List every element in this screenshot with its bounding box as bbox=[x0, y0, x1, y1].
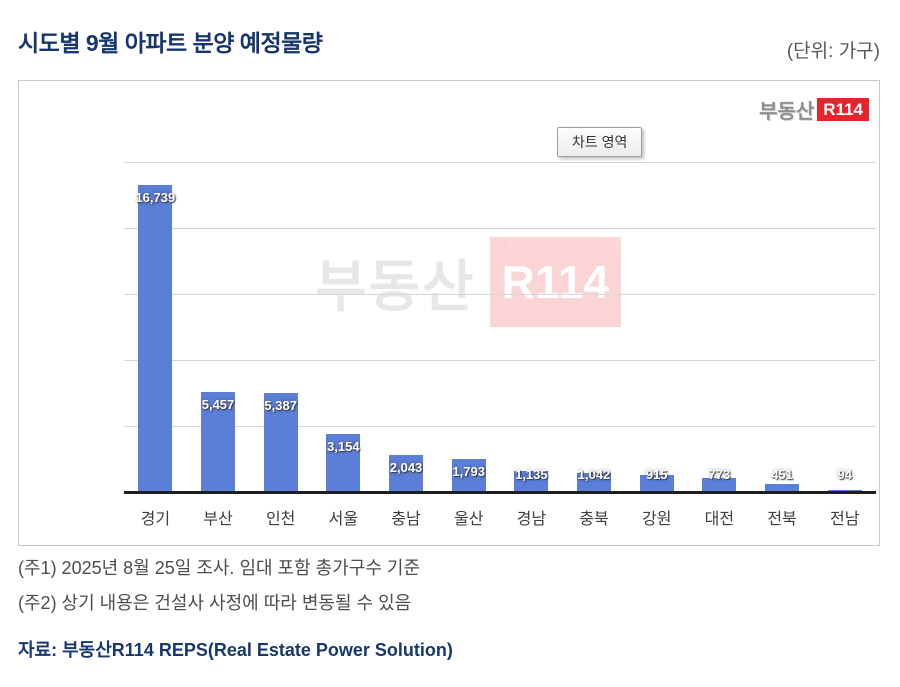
bar-slot: 1,135 bbox=[500, 162, 563, 492]
bar-충북 bbox=[577, 472, 612, 492]
gridline bbox=[124, 360, 876, 361]
bar-대전 bbox=[702, 477, 737, 492]
bar-value-label: 773 bbox=[708, 467, 731, 482]
x-axis-line bbox=[124, 491, 876, 494]
x-axis-label-전북: 전북 bbox=[767, 511, 797, 528]
bar-울산 bbox=[451, 459, 486, 492]
x-axis-label-울산: 울산 bbox=[453, 511, 484, 528]
bar-value-label: 5,457 bbox=[201, 397, 235, 412]
bar-value-label: 16,739 bbox=[135, 190, 176, 206]
page-title: 시도별 9월 아파트 분양 예정물량 bbox=[18, 30, 323, 56]
x-axis-labels: 경기 부산 인천 서울 충남 울산 경남 충북 강원 대전 전북 전남 bbox=[124, 505, 876, 529]
x-axis-label-경남: 경남 bbox=[516, 511, 547, 528]
gridline bbox=[124, 162, 876, 163]
x-axis-label-경기: 경기 bbox=[140, 511, 171, 528]
bar-충남 bbox=[389, 454, 424, 492]
bar-slot: 1,793 bbox=[437, 162, 500, 492]
bar-경남 bbox=[514, 471, 549, 492]
x-axis-label-전남: 전남 bbox=[830, 511, 860, 528]
bar-전북 bbox=[765, 483, 800, 492]
bar-slot: 1,042 bbox=[563, 162, 626, 492]
bar-value-label: 451 bbox=[771, 467, 793, 482]
bar-slot: 5,387 bbox=[249, 162, 312, 492]
bar-value-label: 94 bbox=[837, 467, 852, 482]
bar-value-label: 915 bbox=[645, 467, 668, 482]
bar-slot: 3,154 bbox=[312, 162, 375, 492]
brand-logo-mark: R114 bbox=[817, 98, 869, 121]
x-axis-label-인천: 인천 bbox=[265, 511, 296, 528]
bar-부산 bbox=[201, 392, 235, 492]
chart-area-tooltip: 차트 영역 bbox=[557, 127, 643, 157]
bar-서울 bbox=[326, 434, 361, 492]
x-axis-label-부산: 부산 bbox=[203, 511, 233, 528]
bar-강원 bbox=[639, 475, 674, 492]
plot-area: 16,739 5,457 5,387 3,154 2,043 1,793 1,135 1,04… bbox=[124, 162, 876, 494]
bar-slot: 5,457 bbox=[187, 162, 250, 492]
bar-value-label: 3,154 bbox=[327, 439, 360, 455]
chart-panel: 부동산 R114 차트 영역 부동산 R114 16,739 5,457 5,387… bbox=[18, 80, 880, 546]
bar-slot: 94 bbox=[813, 162, 876, 492]
bar-slot: 2,043 bbox=[375, 162, 438, 492]
footnote-2: (주2) 상기 내용은 건설사 사정에 따라 변동될 수 있음 bbox=[18, 593, 412, 613]
bar-경기 bbox=[138, 185, 173, 492]
bar-value-label: 1,042 bbox=[577, 467, 611, 482]
brand-logo-text: 부동산 bbox=[759, 101, 815, 123]
bar-인천 bbox=[263, 393, 298, 492]
bar-value-label: 1,793 bbox=[452, 464, 485, 480]
x-axis-label-대전: 대전 bbox=[704, 511, 735, 528]
bar-slot: 16,739 bbox=[124, 162, 187, 492]
x-axis-label-충남: 충남 bbox=[391, 511, 421, 528]
x-axis-label-강원: 강원 bbox=[641, 511, 672, 528]
bar-value-label: 2,043 bbox=[389, 459, 423, 475]
gridline bbox=[124, 228, 876, 229]
bar-value-label: 1,135 bbox=[515, 467, 548, 482]
bar-value-label: 5,387 bbox=[264, 398, 297, 414]
bar-slot: 451 bbox=[751, 162, 814, 492]
bar-slot: 773 bbox=[688, 162, 751, 492]
gridline bbox=[124, 294, 876, 295]
source-line: 자료: 부동산R114 REPS(Real Estate Power Solut… bbox=[18, 640, 453, 660]
bar-slot: 915 bbox=[625, 162, 688, 492]
unit-label: (단위: 가구) bbox=[786, 41, 880, 62]
x-axis-label-서울: 서울 bbox=[328, 511, 359, 528]
x-axis-label-충북: 충북 bbox=[579, 511, 609, 528]
brand-logo: 부동산 R114 bbox=[759, 95, 869, 124]
footnote-1: (주1) 2025년 8월 25일 조사. 임대 포함 총가구수 기준 bbox=[18, 558, 421, 578]
bars-row: 16,739 5,457 5,387 3,154 2,043 1,793 1,135 1,04… bbox=[124, 162, 876, 492]
gridline bbox=[124, 426, 876, 427]
